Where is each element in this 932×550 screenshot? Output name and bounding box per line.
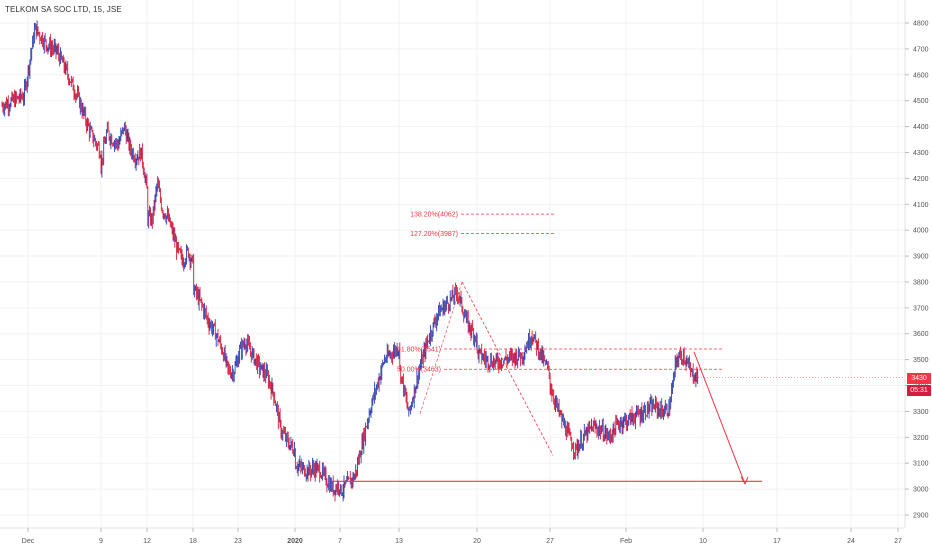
x-tick-label: 13 — [395, 538, 403, 545]
x-tick-label: 10 — [699, 538, 707, 545]
fib-trend-line — [419, 281, 463, 415]
x-tick-label: Dec — [22, 538, 35, 545]
y-tick-label: 4400 — [913, 124, 929, 131]
y-tick-label: 4500 — [913, 98, 929, 105]
x-tick-label: 20 — [473, 538, 481, 545]
grid — [0, 0, 905, 528]
y-tick-label: 4000 — [913, 228, 929, 235]
fib-level-label: 138.20%(4062) — [410, 212, 458, 219]
x-tick-label: 27 — [546, 538, 554, 545]
y-tick-label: 3700 — [913, 305, 929, 312]
y-tick-label: 2900 — [913, 513, 929, 520]
y-tick-label: 4100 — [913, 202, 929, 209]
y-tick-label: 3900 — [913, 254, 929, 261]
y-tick-label: 4700 — [913, 46, 929, 53]
x-tick-label: 12 — [143, 538, 151, 545]
candles — [1, 20, 699, 502]
y-tick-label: 3600 — [913, 331, 929, 338]
x-tick-label: Feb — [620, 538, 632, 545]
y-tick-label: 3000 — [913, 487, 929, 494]
y-tick-label: 4800 — [913, 21, 929, 28]
x-tick-label: 2020 — [287, 538, 303, 545]
y-tick-label: 4600 — [913, 72, 929, 79]
y-tick-label: 3500 — [913, 357, 929, 364]
y-tick-label: 3100 — [913, 461, 929, 468]
y-tick-label: 3800 — [913, 279, 929, 286]
last-price-tag: 3430 — [907, 373, 931, 384]
fib-level-label: 127.20%(3987) — [410, 231, 458, 238]
x-tick-label: 7 — [338, 538, 342, 545]
x-tick-label: 17 — [773, 538, 781, 545]
y-tick-label: 3200 — [913, 435, 929, 442]
y-tick-label: 4300 — [913, 150, 929, 157]
drawings[interactable]: 138.20%(4062) 127.20%(3987) 61.80%(3541) 50… — [333, 212, 905, 486]
countdown-tag: 05:31 — [907, 385, 931, 396]
fib-trend-line — [461, 281, 554, 456]
y-tick-label: 4200 — [913, 176, 929, 183]
fib-level-label: 50.00%(3463) — [397, 367, 441, 374]
projection-arrow-line — [693, 351, 746, 485]
y-tick-label: 3300 — [913, 409, 929, 416]
fib-level-label: 61.80%(3541) — [397, 347, 441, 354]
x-tick-label: 27 — [894, 538, 902, 545]
projection-arrow-head — [740, 476, 749, 486]
symbol-title: TELKOM SA SOC LTD, 15, JSE — [5, 5, 122, 14]
x-tick-label: 9 — [99, 538, 103, 545]
x-tick-label: 23 — [234, 538, 242, 545]
x-tick-label: 18 — [189, 538, 197, 545]
x-tick-label: 24 — [847, 538, 855, 545]
